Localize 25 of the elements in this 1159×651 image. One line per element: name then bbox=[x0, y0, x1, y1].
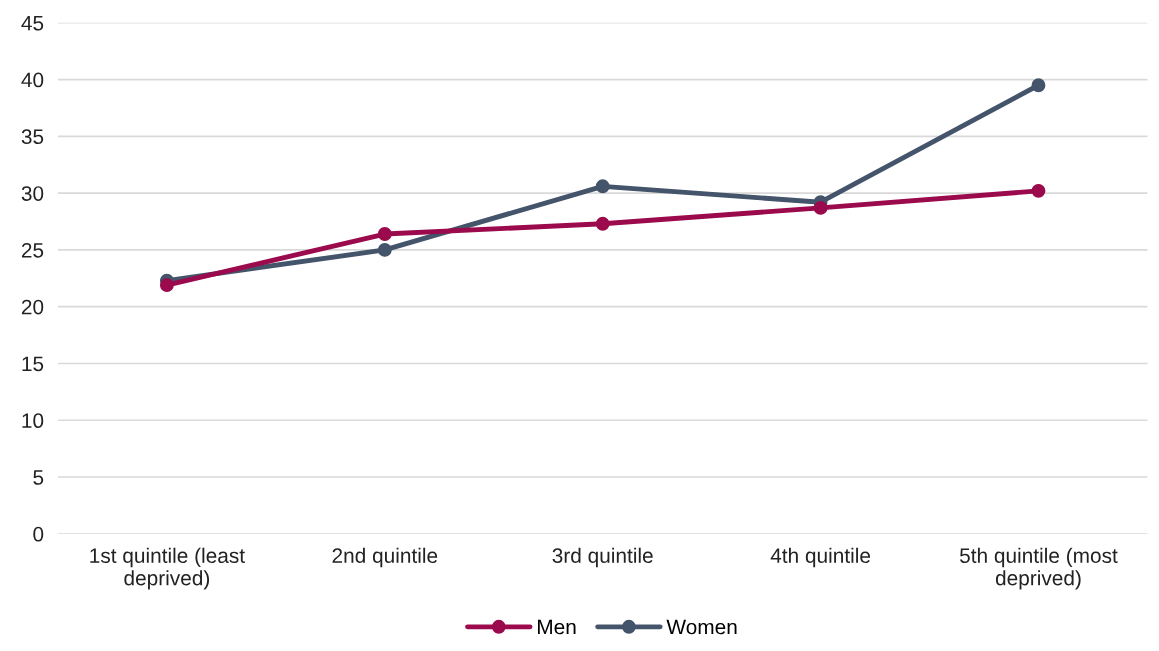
y-tick-label: 40 bbox=[21, 72, 44, 88]
y-tick-label: 25 bbox=[21, 242, 44, 258]
point bbox=[1031, 78, 1046, 93]
y-tick-label: 0 bbox=[33, 526, 44, 542]
point bbox=[1031, 183, 1046, 198]
point bbox=[595, 216, 610, 231]
y-tick-label: 30 bbox=[21, 186, 44, 201]
legend-label: Women bbox=[666, 619, 737, 635]
x-tick-label: 5th quintile (most deprived) bbox=[959, 547, 1118, 590]
point bbox=[813, 200, 828, 215]
x-tick-label: 2nd quintile bbox=[332, 547, 438, 568]
y-tick-label: 35 bbox=[21, 129, 44, 145]
x-tick-label: 3rd quintile bbox=[552, 547, 653, 568]
x-tick-label: 1st quintile (least deprived) bbox=[90, 547, 245, 590]
point bbox=[159, 278, 174, 293]
y-tick-label: 45 bbox=[21, 16, 44, 31]
y-tick-label: 15 bbox=[22, 356, 44, 372]
point bbox=[377, 227, 392, 241]
y-tick-label: 20 bbox=[21, 299, 44, 315]
point bbox=[377, 242, 392, 257]
y-tick-label: 5 bbox=[33, 470, 44, 485]
x-tick-label: 4th quintile bbox=[770, 547, 871, 568]
legend-label: Men bbox=[538, 619, 576, 635]
point bbox=[595, 179, 610, 194]
y-tick-label: 10 bbox=[22, 413, 44, 429]
